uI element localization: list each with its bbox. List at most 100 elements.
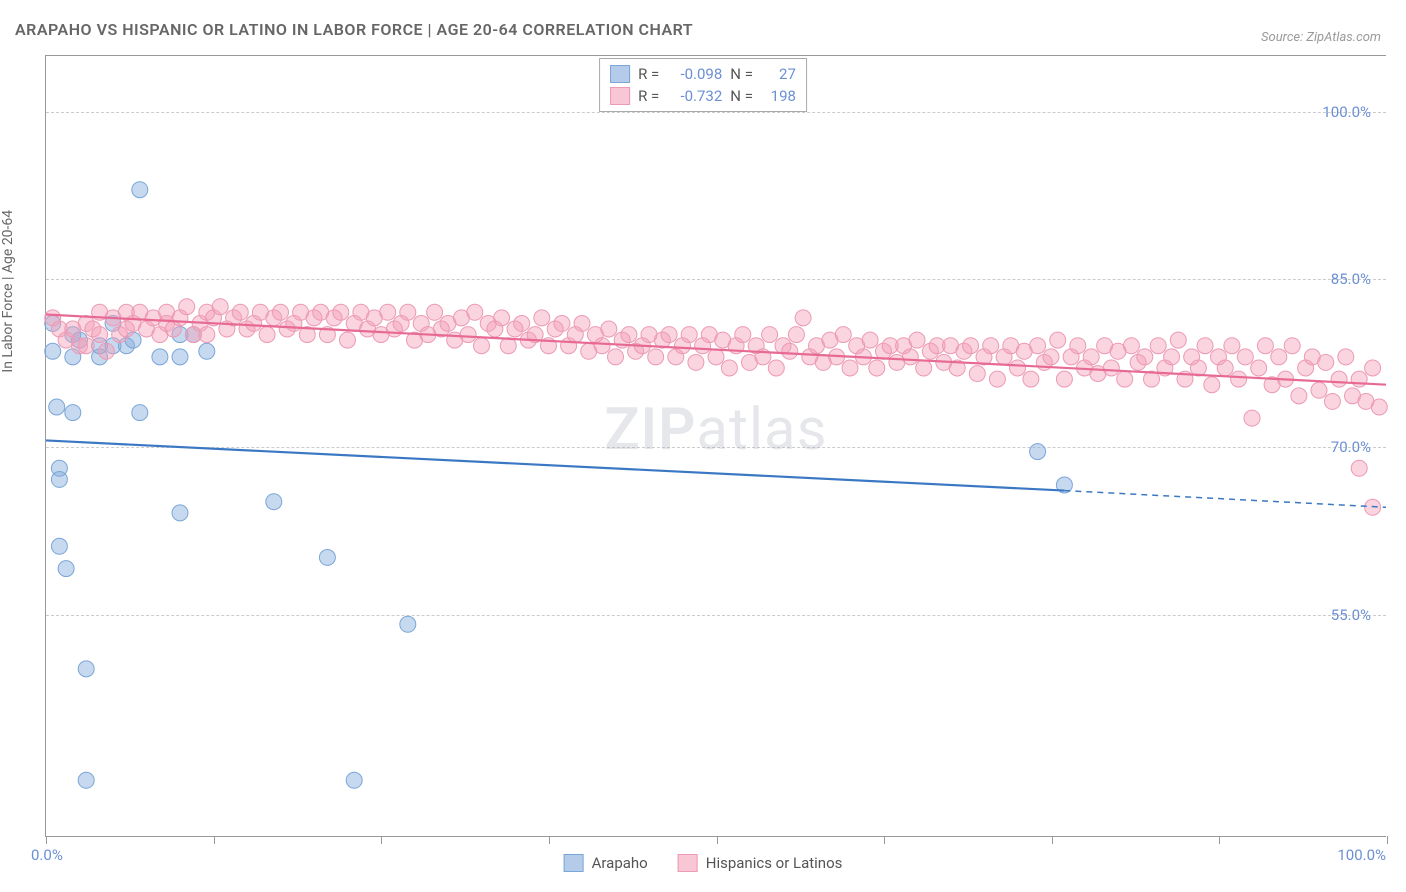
data-point bbox=[92, 327, 108, 343]
stats-legend-row: R = -0.098 N = 27 bbox=[610, 63, 796, 85]
chart-area: ZIPatlas 55.0%70.0%85.0%100.0%0.0%100.0% bbox=[45, 55, 1386, 837]
data-point bbox=[681, 327, 697, 343]
data-point bbox=[594, 338, 610, 354]
data-point bbox=[427, 304, 443, 320]
data-point bbox=[400, 304, 416, 320]
scatter-plot bbox=[46, 56, 1386, 836]
data-point bbox=[963, 338, 979, 354]
data-point bbox=[1204, 377, 1220, 393]
data-point bbox=[78, 661, 94, 677]
data-point bbox=[1244, 410, 1260, 426]
data-point bbox=[608, 349, 624, 365]
data-point bbox=[514, 315, 530, 331]
data-point bbox=[554, 315, 570, 331]
data-point bbox=[212, 299, 228, 315]
legend-swatch bbox=[564, 854, 584, 872]
r-value: -0.732 bbox=[667, 87, 722, 105]
x-tick bbox=[1052, 836, 1053, 844]
data-point bbox=[199, 327, 215, 343]
legend-label: Arapaho bbox=[592, 854, 648, 872]
data-point bbox=[49, 399, 65, 415]
data-point bbox=[1291, 388, 1307, 404]
data-point bbox=[574, 315, 590, 331]
data-point bbox=[1284, 338, 1300, 354]
data-point bbox=[400, 616, 416, 632]
data-point bbox=[266, 494, 282, 510]
data-point bbox=[601, 321, 617, 337]
data-point bbox=[1050, 332, 1066, 348]
data-point bbox=[688, 354, 704, 370]
data-point bbox=[768, 360, 784, 376]
data-point bbox=[132, 405, 148, 421]
data-point bbox=[1271, 349, 1287, 365]
data-point bbox=[1251, 360, 1267, 376]
data-point bbox=[51, 538, 67, 554]
legend-swatch bbox=[610, 87, 630, 105]
stats-legend-row: R = -0.732 N = 198 bbox=[610, 85, 796, 107]
data-point bbox=[1030, 444, 1046, 460]
data-point bbox=[1371, 399, 1387, 415]
data-point bbox=[380, 304, 396, 320]
source-credit: Source: ZipAtlas.com bbox=[1261, 30, 1381, 45]
data-point bbox=[969, 366, 985, 382]
y-axis-label: In Labor Force | Age 20-64 bbox=[0, 210, 16, 373]
data-point bbox=[735, 327, 751, 343]
data-point bbox=[500, 338, 516, 354]
data-point bbox=[762, 327, 778, 343]
data-point bbox=[1023, 371, 1039, 387]
x-tick-label-max: 100.0% bbox=[1337, 846, 1386, 864]
data-point bbox=[1010, 360, 1026, 376]
data-point bbox=[1338, 349, 1354, 365]
data-point bbox=[467, 304, 483, 320]
legend-label: Hispanics or Latinos bbox=[706, 854, 843, 872]
data-point bbox=[1351, 460, 1367, 476]
data-point bbox=[1117, 371, 1133, 387]
data-point bbox=[78, 338, 94, 354]
data-point bbox=[909, 332, 925, 348]
data-point bbox=[98, 343, 114, 359]
data-point bbox=[782, 343, 798, 359]
data-point bbox=[1257, 338, 1273, 354]
data-point bbox=[319, 549, 335, 565]
data-point bbox=[1070, 338, 1086, 354]
legend-swatch bbox=[678, 854, 698, 872]
data-point bbox=[179, 299, 195, 315]
data-point bbox=[1217, 360, 1233, 376]
data-point bbox=[132, 182, 148, 198]
data-point bbox=[1164, 349, 1180, 365]
n-value: 198 bbox=[761, 87, 796, 105]
data-point bbox=[45, 343, 61, 359]
data-point bbox=[1137, 349, 1153, 365]
stats-legend: R = -0.098 N = 27 R = -0.732 N = 198 bbox=[599, 58, 807, 112]
trend-line-extrapolated bbox=[1064, 491, 1386, 508]
data-point bbox=[1197, 338, 1213, 354]
data-point bbox=[842, 360, 858, 376]
data-point bbox=[78, 772, 94, 788]
data-point bbox=[1030, 338, 1046, 354]
data-point bbox=[835, 327, 851, 343]
trend-line bbox=[46, 315, 1386, 385]
data-point bbox=[708, 349, 724, 365]
data-point bbox=[902, 349, 918, 365]
data-point bbox=[862, 332, 878, 348]
data-point bbox=[346, 772, 362, 788]
data-point bbox=[1365, 360, 1381, 376]
data-point bbox=[1043, 349, 1059, 365]
data-point bbox=[494, 310, 510, 326]
data-point bbox=[1351, 371, 1367, 387]
trend-line bbox=[46, 440, 1064, 490]
x-tick-label-min: 0.0% bbox=[31, 846, 63, 864]
data-point bbox=[869, 360, 885, 376]
x-tick bbox=[884, 836, 885, 844]
data-point bbox=[65, 405, 81, 421]
data-point bbox=[172, 349, 188, 365]
data-point bbox=[721, 360, 737, 376]
data-point bbox=[58, 561, 74, 577]
x-tick bbox=[1219, 836, 1220, 844]
data-point bbox=[333, 304, 349, 320]
x-tick bbox=[549, 836, 550, 844]
data-point bbox=[1311, 382, 1327, 398]
data-point bbox=[1083, 349, 1099, 365]
data-point bbox=[788, 327, 804, 343]
data-point bbox=[474, 338, 490, 354]
